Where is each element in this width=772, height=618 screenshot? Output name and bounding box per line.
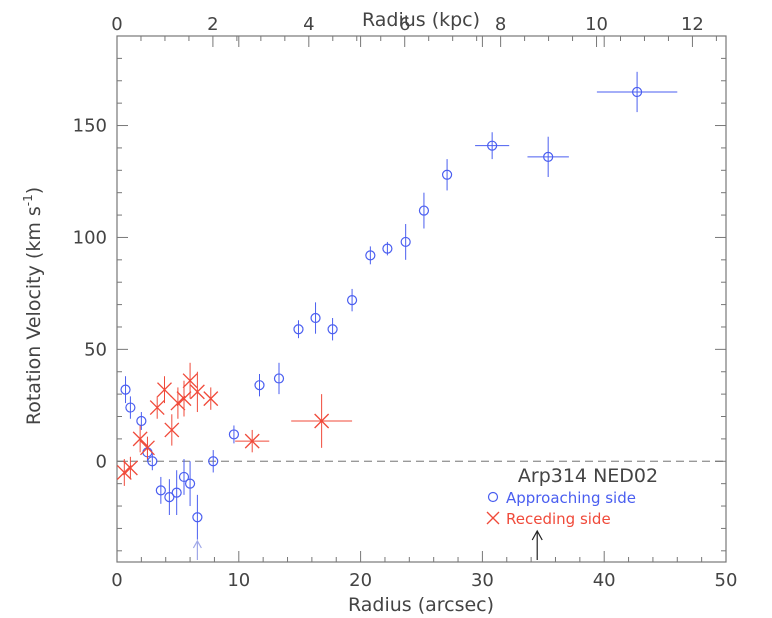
receding-series [116, 362, 353, 486]
data-point-x [182, 373, 198, 389]
legend-approaching-label: Approaching side [506, 489, 636, 507]
y-axis-label: Rotation Velocity (km s-1) [21, 187, 45, 425]
data-point-circle [418, 205, 430, 216]
data-point-x [203, 391, 219, 407]
x2-axis-label: Radius (kpc) [362, 9, 480, 31]
x2-tick-label: 8 [495, 14, 506, 35]
legend-x-marker [486, 511, 500, 525]
y-axis-label-close: ) [23, 187, 45, 194]
data-point-circle [441, 169, 453, 180]
x-tick-label: 50 [715, 570, 738, 591]
x-tick-label: 40 [593, 570, 616, 591]
x-tick-label: 20 [349, 570, 372, 591]
lower-limit-arrow [192, 539, 202, 560]
data-point-x [244, 433, 260, 449]
data-point-circle [171, 487, 182, 498]
data-point-circle [184, 478, 196, 489]
plot-frame [116, 35, 727, 563]
data-point-circle [310, 312, 321, 324]
data-point-circle [273, 373, 285, 384]
data-point-circle [327, 324, 338, 335]
data-point-x [157, 382, 172, 398]
data-point-circle [400, 236, 411, 248]
legend-receding-label: Receding side [506, 510, 611, 528]
data-point-x [176, 391, 192, 407]
legend: Approaching side Receding side [486, 489, 636, 528]
x2-tick-label: 6 [399, 14, 410, 35]
y-tick-label: 0 [96, 451, 107, 472]
galaxy-annotation: Arp314 NED02 [518, 465, 658, 487]
annotation-arrow [531, 529, 543, 560]
axis-ticks: 0 10 20 30 40 50 0 2 4 6 8 10 12 0 50 100 150 [73, 14, 738, 591]
data-point-circle [136, 415, 147, 427]
data-point-circle [254, 380, 265, 391]
data-point-x [116, 465, 132, 480]
legend-circle-marker [487, 491, 499, 503]
data-point-circle [120, 384, 131, 395]
data-point-circle [293, 324, 304, 335]
data-point-x [314, 413, 330, 429]
x-tick-label: 30 [471, 570, 494, 591]
x2-tick-label: 4 [303, 14, 314, 35]
data-point-x [139, 440, 155, 456]
y-axis-label-unit-superscript: -1 [21, 194, 35, 206]
x2-tick-label: 12 [681, 14, 704, 35]
data-point-circle [208, 456, 219, 467]
data-point-circle [164, 491, 175, 503]
data-point-x [189, 384, 205, 400]
y-tick-label: 50 [84, 339, 107, 360]
data-point-circle [382, 243, 393, 254]
x-axis-label: Radius (arcsec) [348, 594, 494, 616]
data-point-circle [147, 456, 158, 467]
x2-tick-label: 10 [585, 14, 608, 35]
x-tick-label: 0 [111, 570, 122, 591]
data-point-x [164, 422, 180, 438]
data-point-circle [228, 429, 240, 440]
data-point-circle [487, 140, 498, 151]
y-axis-label-main: Rotation Velocity (km s [23, 206, 45, 425]
data-point-circle [192, 512, 203, 523]
data-point-circle [178, 471, 190, 483]
data-point-x [132, 431, 148, 447]
data-point-x [122, 460, 138, 476]
data-point-circle [543, 151, 554, 162]
y-tick-label: 100 [73, 227, 107, 248]
plot-border [116, 35, 727, 563]
y-tick-label: 150 [73, 116, 107, 137]
data-point-circle [365, 250, 376, 261]
x2-tick-label: 0 [111, 14, 122, 35]
data-point-circle [631, 86, 643, 98]
x2-tick-label: 2 [207, 14, 218, 35]
data-point-x [149, 400, 165, 416]
data-series [116, 71, 678, 560]
data-point-circle [346, 295, 358, 306]
data-point-circle [155, 485, 166, 496]
data-point-x [170, 395, 186, 411]
x-tick-label: 10 [227, 570, 250, 591]
data-point-circle [125, 402, 136, 413]
approaching-series [120, 71, 678, 540]
